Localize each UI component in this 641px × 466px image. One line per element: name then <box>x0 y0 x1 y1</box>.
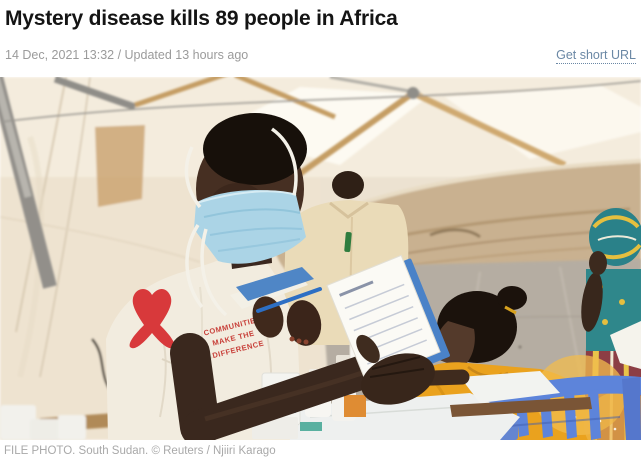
hair-bun <box>497 286 527 310</box>
article-photo: COMMUNITIES MAKE THE DIFFERENCE <box>0 77 641 440</box>
get-short-url-link[interactable]: Get short URL <box>556 48 636 64</box>
article-headline: Mystery disease kills 89 people in Afric… <box>5 7 398 30</box>
clinic-worker-hands <box>230 267 322 346</box>
aids-ribbon <box>129 289 175 349</box>
photo-caption: FILE PHOTO. South Sudan. © Reuters / Nji… <box>4 445 276 457</box>
hair <box>203 113 307 185</box>
blue-pen <box>256 287 322 313</box>
mask-straps <box>184 127 298 317</box>
tent-poles <box>0 77 641 289</box>
blue-paper <box>236 267 314 301</box>
green-pen-clip <box>344 231 352 253</box>
orange-box <box>344 395 366 417</box>
paper-sheet <box>460 371 560 403</box>
article-meta: 14 Dec, 2021 13:32 / Updated 13 hours ag… <box>5 48 636 64</box>
face-mask <box>194 189 306 264</box>
health-worker-arm <box>170 254 450 440</box>
photo-illustration: COMMUNITIES MAKE THE DIFFERENCE <box>0 77 641 440</box>
held-paper <box>610 321 641 369</box>
canvas-stain <box>95 125 145 207</box>
article-date: 14 Dec, 2021 13:32 / Updated 13 hours ag… <box>5 48 249 62</box>
